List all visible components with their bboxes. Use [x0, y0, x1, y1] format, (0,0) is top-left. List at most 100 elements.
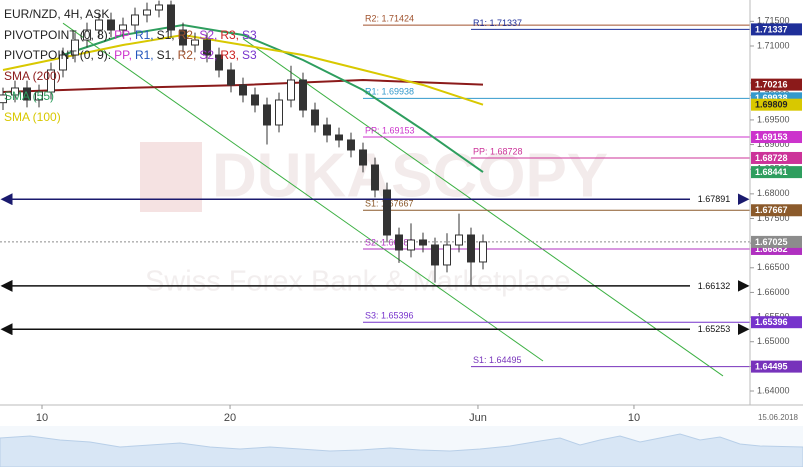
legend-pivot-item: R3, — [220, 48, 240, 62]
current-price-badge: 1.67025 — [755, 237, 788, 247]
horizontal-line-label: 1.67891 — [698, 194, 731, 204]
navigator: 15.06.2018 — [0, 413, 803, 467]
pivot-badge-bg — [751, 316, 802, 329]
current-price-badge-bg — [751, 235, 802, 248]
candle-body — [419, 239, 427, 246]
candle-body — [203, 39, 211, 56]
sma-badge: 1.69809 — [755, 100, 788, 110]
candle-body — [371, 164, 379, 191]
pivot-badge: 1.65396 — [755, 317, 788, 327]
candle-body — [239, 84, 247, 96]
y-tick-label: 1.65000 — [757, 336, 790, 346]
candle-body — [143, 9, 151, 16]
sma-badge: 1.68441 — [755, 167, 788, 177]
candle-body — [299, 79, 307, 111]
trendline — [242, 38, 724, 377]
legend-sma: SMA (200) — [4, 68, 61, 83]
plot-area: R2: 1.71424 R1: 1.69938 PP: 1.69153 S1: 1.6… — [0, 0, 750, 377]
pivot-label: R1: 1.71337 — [473, 18, 522, 28]
y-tick-label: 1.68000 — [757, 188, 790, 198]
candle-body — [155, 4, 163, 11]
sma-badge-bg — [751, 166, 802, 179]
legend-pivot-item: R2, — [177, 48, 197, 62]
pivot-label: S1: 1.64495 — [473, 355, 522, 365]
legend-title: EUR/NZD, 4H, ASK — [4, 7, 110, 21]
y-tick-label: 1.64000 — [757, 385, 790, 395]
candle-body — [95, 19, 103, 31]
pivot-label: R1: 1.69938 — [365, 87, 414, 97]
x-tick-label: 20 — [224, 412, 236, 424]
legend-row: PIVOTPOINT (0, 9): PP, R1, S1, R2, S2, R3, S3 — [4, 45, 260, 66]
legend-sma: SMA (55) — [4, 89, 55, 103]
legend-pivot-item: R2, — [177, 27, 197, 42]
sma-badge-bg — [751, 78, 802, 91]
pivot-badge-bg — [751, 23, 802, 36]
legend-pivot-item: S1, — [156, 27, 175, 42]
candle-body — [83, 29, 91, 41]
candle-body — [455, 234, 463, 246]
pivot-label: R2: 1.71424 — [365, 13, 414, 23]
candle-body — [167, 4, 175, 31]
horizontal-line-label: 1.65253 — [698, 324, 731, 334]
candle-body — [35, 91, 43, 101]
horizontal-line-label-bg — [690, 193, 738, 206]
pivot-badge: 1.67667 — [755, 205, 788, 215]
legend-pivot-item: S3 — [242, 27, 257, 42]
candle-body — [131, 14, 139, 26]
y-tick-label: 1.71000 — [757, 40, 790, 50]
pivot-badge-bg — [751, 360, 802, 373]
candle-body — [275, 99, 283, 126]
pivot-badge-bg — [751, 151, 802, 164]
x-tick-label: 10 — [628, 412, 640, 424]
candle-body — [227, 69, 235, 86]
pivot-badge: 1.64495 — [755, 361, 788, 371]
candle-body — [251, 94, 259, 106]
candle-body — [107, 19, 115, 31]
y-tick-label: 1.67500 — [757, 213, 790, 223]
candle-body — [443, 244, 451, 266]
horizontal-line-label: 1.66132 — [698, 281, 731, 291]
candle-body — [71, 39, 79, 56]
y-tick-label: 1.69000 — [757, 139, 790, 149]
candle-body — [263, 104, 271, 126]
candle-body — [383, 189, 391, 236]
x-tick-label: Jun — [469, 412, 487, 424]
horizontal-line-label-bg — [690, 323, 738, 336]
legend-pivot-item: R1, — [134, 27, 154, 42]
legend-row: PIVOTPOINT (0, 8): PP, R1, S1, R2, S2, R3, S3 — [4, 25, 260, 46]
legend-pivot-item: PP, — [114, 48, 132, 62]
pivot-badge-bg — [751, 204, 802, 217]
candle-body — [407, 239, 415, 251]
pivot-badge: 1.69153 — [755, 132, 788, 142]
candle-body — [311, 109, 319, 126]
sma-line — [2, 33, 484, 106]
candle-body — [179, 29, 187, 46]
candle-body — [323, 124, 331, 136]
legend-pivot-item: S1, — [156, 48, 175, 62]
pivot-badge: 1.69938 — [755, 93, 788, 103]
legend-pivot-item: PP, — [114, 27, 132, 42]
x-tick-label: 10 — [36, 412, 48, 424]
pivot-badge-bg — [751, 131, 802, 144]
candle-body — [119, 24, 127, 31]
candle-body — [347, 139, 355, 151]
pivot-badge: 1.68728 — [755, 153, 788, 163]
legend-pivot-item: S3 — [242, 48, 257, 62]
sma-badge-bg — [751, 98, 802, 111]
legend-pivot-item: S2, — [199, 27, 218, 42]
legend-pivot-item: R1, — [134, 48, 154, 62]
legend-pivot-item: S2, — [199, 48, 218, 62]
price-axis: 1.640001.645001.650001.655001.660001.665… — [749, 0, 802, 405]
candle-body — [467, 234, 475, 263]
navigator-area — [0, 433, 803, 467]
pivot-label: PP: 1.68728 — [473, 146, 523, 156]
sma-badge: 1.70216 — [755, 80, 788, 90]
navigator-date: 15.06.2018 — [758, 413, 799, 422]
y-tick-label: 1.66000 — [757, 287, 790, 297]
legend-pivot-name: PIVOTPOINT (0, 9): — [4, 48, 112, 62]
pivot-badge: 1.71337 — [755, 24, 788, 34]
trendline — [62, 22, 544, 362]
y-tick-label: 1.71500 — [757, 16, 790, 26]
